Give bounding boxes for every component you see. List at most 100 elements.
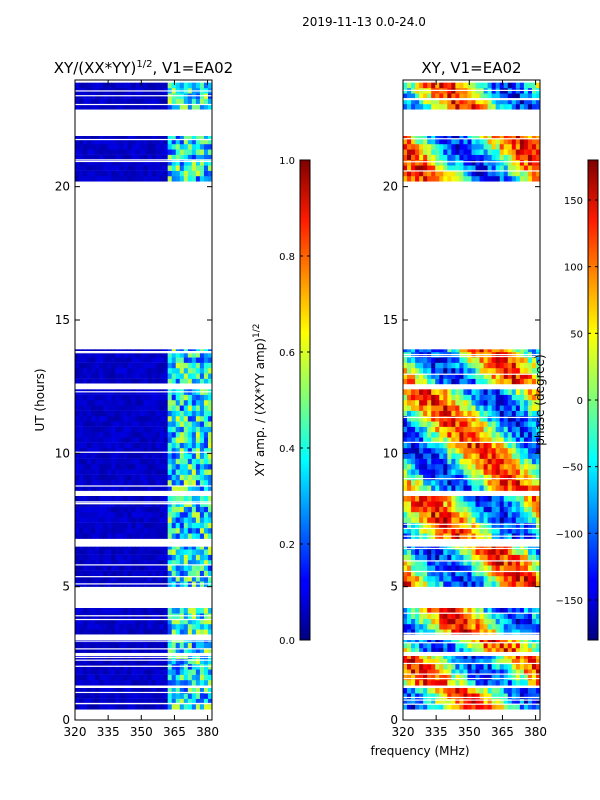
- heatmap-cell: [119, 368, 124, 374]
- heatmap-cell: [419, 506, 424, 513]
- heatmap-cell: [415, 362, 420, 369]
- heatmap-cell: [495, 416, 501, 422]
- heatmap-cell: [115, 464, 120, 470]
- heatmap-cell: [79, 546, 84, 550]
- heatmap-cell: [95, 629, 100, 635]
- heatmap-cell: [175, 648, 181, 654]
- heatmap-cell: [527, 618, 533, 625]
- heatmap-cell: [531, 368, 537, 374]
- heatmap-cell: [523, 624, 529, 630]
- heatmap-cell: [123, 442, 128, 449]
- heatmap-cell: [191, 693, 197, 699]
- heatmap-cell: [179, 82, 185, 89]
- heatmap-cell: [159, 368, 165, 374]
- heatmap-cell: [415, 378, 420, 385]
- heatmap-cell: [127, 528, 132, 534]
- heatmap-cell: [187, 432, 193, 438]
- heatmap-cell: [151, 506, 157, 513]
- heatmap-cell: [107, 154, 112, 161]
- heatmap-cell: [199, 138, 205, 145]
- heatmap-cell: [115, 608, 120, 614]
- heatmap-cell: [167, 576, 173, 582]
- heatmap-cell: [139, 378, 144, 385]
- heatmap-cell: [479, 160, 485, 166]
- heatmap-cell: [491, 474, 497, 481]
- heatmap-cell: [523, 485, 529, 491]
- heatmap-cell: [455, 416, 460, 422]
- heatmap-cell: [183, 170, 189, 177]
- heatmap-cell: [103, 485, 108, 491]
- heatmap-cell: [507, 669, 513, 675]
- heatmap-cell: [151, 608, 157, 614]
- heatmap-cell: [171, 642, 177, 649]
- heatmap-cell: [419, 512, 424, 518]
- heatmap-cell: [107, 176, 112, 182]
- heatmap-cell: [143, 680, 149, 686]
- heatmap-cell: [151, 680, 157, 686]
- heatmap-cell: [447, 517, 452, 523]
- heatmap-cell: [91, 608, 96, 614]
- heatmap-cell: [203, 453, 209, 459]
- heatmap-cell: [471, 458, 477, 465]
- heatmap-cell: [207, 416, 212, 422]
- heatmap-cell: [103, 394, 108, 401]
- heatmap-cell: [463, 416, 468, 422]
- heatmap-cell: [455, 496, 460, 502]
- heatmap-cell: [123, 576, 128, 582]
- heatmap-cell: [115, 149, 120, 155]
- heatmap-cell: [155, 517, 161, 523]
- heatmap-cell: [131, 546, 136, 550]
- heatmap-cell: [427, 421, 432, 427]
- heatmap-cell: [95, 704, 100, 710]
- heatmap-cell: [423, 442, 428, 449]
- heatmap-cell: [195, 453, 201, 459]
- heatmap-cell: [451, 165, 456, 171]
- data-gap-line: [75, 665, 212, 667]
- heatmap-cell: [535, 506, 540, 513]
- heatmap-cell: [79, 165, 84, 171]
- heatmap-cell: [451, 368, 456, 374]
- heatmap-cell: [195, 698, 201, 705]
- heatmap-cell: [75, 437, 80, 443]
- heatmap-cell: [79, 560, 84, 566]
- heatmap-cell: [179, 698, 185, 705]
- heatmap-cell: [79, 533, 84, 539]
- heatmap-cell: [187, 570, 193, 577]
- heatmap-cell: [455, 373, 460, 379]
- heatmap-cell: [135, 669, 140, 675]
- heatmap-cell: [79, 432, 84, 438]
- heatmap-cell: [103, 410, 108, 417]
- heatmap-cell: [119, 170, 124, 177]
- heatmap-cell: [487, 560, 493, 566]
- heatmap-cell: [499, 565, 505, 571]
- heatmap-cell: [123, 618, 128, 625]
- heatmap-cell: [419, 378, 424, 385]
- heatmap-cell: [99, 698, 104, 705]
- heatmap-cell: [195, 704, 201, 710]
- heatmap-cell: [79, 570, 84, 577]
- heatmap-cell: [471, 674, 477, 681]
- heatmap-cell: [139, 82, 144, 89]
- heatmap-cell: [179, 533, 185, 539]
- heatmap-cell: [403, 658, 408, 665]
- heatmap-cell: [107, 517, 112, 523]
- heatmap-cell: [199, 658, 205, 665]
- heatmap-cell: [491, 658, 497, 665]
- heatmap-cell: [411, 405, 416, 411]
- heatmap-cell: [419, 648, 424, 654]
- heatmap-cell: [535, 704, 540, 710]
- heatmap-cell: [147, 104, 153, 110]
- heatmap-cell: [103, 480, 108, 486]
- heatmap-cell: [519, 501, 525, 507]
- heatmap-cell: [475, 453, 481, 459]
- heatmap-cell: [511, 624, 517, 630]
- heatmap-cell: [147, 458, 153, 465]
- heatmap-cell: [115, 496, 120, 502]
- data-gap-line: [75, 391, 212, 393]
- heatmap-cell: [131, 522, 136, 529]
- heatmap-cell: [463, 658, 468, 665]
- heatmap-cell: [187, 533, 193, 539]
- heatmap-cell: [403, 442, 408, 449]
- heatmap-cell: [147, 149, 153, 155]
- heatmap-cell: [107, 426, 112, 433]
